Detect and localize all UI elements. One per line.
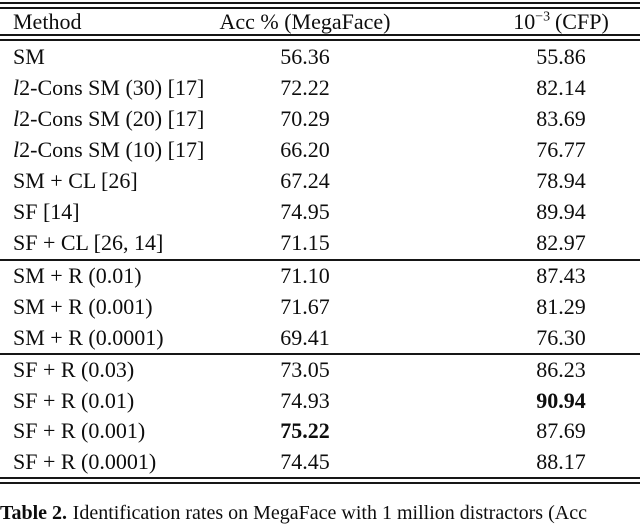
acc-megaface-value: 71.15 xyxy=(280,230,330,256)
table-row: SM 56.36 55.86 xyxy=(0,41,640,72)
method-cell: SM + R (0.0001) xyxy=(13,324,164,350)
table-row: SF + R (0.001) 75.22 87.69 xyxy=(0,416,640,447)
method-cell: SM xyxy=(13,43,45,69)
table-row: SM + R (0.0001) 69.41 76.30 xyxy=(0,322,640,353)
method-cell: SM + R (0.01) xyxy=(13,263,142,289)
table-row: SF + CL [26, 14] 71.15 82.97 xyxy=(0,228,640,259)
method-cell: SM + R (0.001) xyxy=(13,294,153,319)
method-cell: SF + R (0.01) xyxy=(13,387,135,413)
method-cell: l2-Cons SM (30) [17] xyxy=(13,74,205,100)
cfp-value: 82.14 xyxy=(536,74,586,100)
acc-megaface-value: 74.93 xyxy=(280,387,330,413)
cfp-value: 55.86 xyxy=(536,43,586,69)
table-group: SM 56.36 55.86 l2-Cons SM (30) [17] 72.22 82.… xyxy=(0,41,640,259)
acc-megaface-value: 66.20 xyxy=(280,136,330,162)
cfp-value: 89.94 xyxy=(536,199,586,225)
cfp-value: 88.17 xyxy=(536,448,586,474)
col-header-acc-megaface: Acc % (MegaFace) xyxy=(219,8,391,34)
acc-megaface-value: 74.45 xyxy=(280,448,330,474)
method-cell: SF + CL [26, 14] xyxy=(13,230,164,256)
acc-megaface-value: 69.41 xyxy=(280,324,330,350)
cfp-value: 87.69 xyxy=(536,418,586,444)
table-row: SF + R (0.01) 74.93 90.94 xyxy=(0,386,640,417)
caption-text: Identification rates on MegaFace with 1 … xyxy=(72,502,587,524)
acc-megaface-value: 75.22 xyxy=(280,418,330,444)
method-cell: l2-Cons SM (20) [17] xyxy=(13,105,205,131)
acc-megaface-value: 73.05 xyxy=(280,357,330,383)
cfp-value: 90.94 xyxy=(536,387,586,413)
table-row: SF [14] 74.95 89.94 xyxy=(0,197,640,228)
cfp-value: 76.30 xyxy=(536,324,586,350)
cfp-value: 87.43 xyxy=(536,263,586,289)
cfp-value: 86.23 xyxy=(536,357,586,383)
acc-megaface-value: 71.10 xyxy=(280,263,330,289)
table-row: SM + R (0.01) 71.10 87.43 xyxy=(0,261,640,292)
table-row: SF + R (0.0001) 74.45 88.17 xyxy=(0,447,640,478)
cfp-value: 76.77 xyxy=(536,136,586,162)
method-cell: SF + R (0.0001) xyxy=(13,448,157,474)
method-cell: l2-Cons SM (10) [17] xyxy=(13,136,205,162)
table-bottom-rule xyxy=(0,477,640,484)
acc-megaface-value: 71.67 xyxy=(280,294,330,319)
table-header-row: Method Acc % (MegaFace) 10−3 (CFP) xyxy=(0,9,640,34)
table-row: SM + R (0.001) 71.67 81.29 xyxy=(0,292,640,323)
cfp-base: 10 xyxy=(513,8,536,34)
acc-megaface-value: 56.36 xyxy=(280,43,330,69)
table-row: l2-Cons SM (20) [17] 70.29 83.69 xyxy=(0,103,640,134)
table-row: l2-Cons SM (30) [17] 72.22 82.14 xyxy=(0,72,640,103)
cfp-suffix: (CFP) xyxy=(554,8,609,34)
method-cell: SF [14] xyxy=(13,199,80,225)
table-row: l2-Cons SM (10) [17] 66.20 76.77 xyxy=(0,134,640,165)
cfp-value: 81.29 xyxy=(536,294,586,319)
table-row: SM + CL [26] 67.24 78.94 xyxy=(0,166,640,197)
caption-label: Table 2. xyxy=(0,502,68,524)
table-body: SM 56.36 55.86 l2-Cons SM (30) [17] 72.22 82.… xyxy=(0,41,640,477)
cfp-exponent: −3 xyxy=(535,9,551,25)
table-top-rule xyxy=(0,2,640,9)
acc-megaface-value: 70.29 xyxy=(280,105,330,131)
method-cell: SF + R (0.03) xyxy=(13,357,135,383)
acc-megaface-value: 67.24 xyxy=(280,168,330,194)
table-caption: Table 2. Identification rates on MegaFace… xyxy=(0,502,640,525)
col-header-cfp: 10−3 (CFP) xyxy=(420,8,640,34)
table-group: SF + R (0.03) 73.05 86.23 SF + R (0.01) 74.9… xyxy=(0,353,640,477)
cfp-value: 78.94 xyxy=(536,168,586,194)
acc-megaface-value: 72.22 xyxy=(280,74,330,100)
table-group: SM + R (0.01) 71.10 87.43 SM + R (0.001) 71.… xyxy=(0,259,640,353)
table-row: SF + R (0.03) 73.05 86.23 xyxy=(0,355,640,386)
cfp-value: 82.97 xyxy=(536,230,586,256)
method-cell: SF + R (0.001) xyxy=(13,418,146,444)
method-cell: SM + CL [26] xyxy=(13,168,138,194)
cfp-value: 83.69 xyxy=(536,105,586,131)
col-header-method: Method xyxy=(13,8,82,34)
acc-megaface-value: 74.95 xyxy=(280,199,330,225)
header-separator-rule xyxy=(0,34,640,41)
